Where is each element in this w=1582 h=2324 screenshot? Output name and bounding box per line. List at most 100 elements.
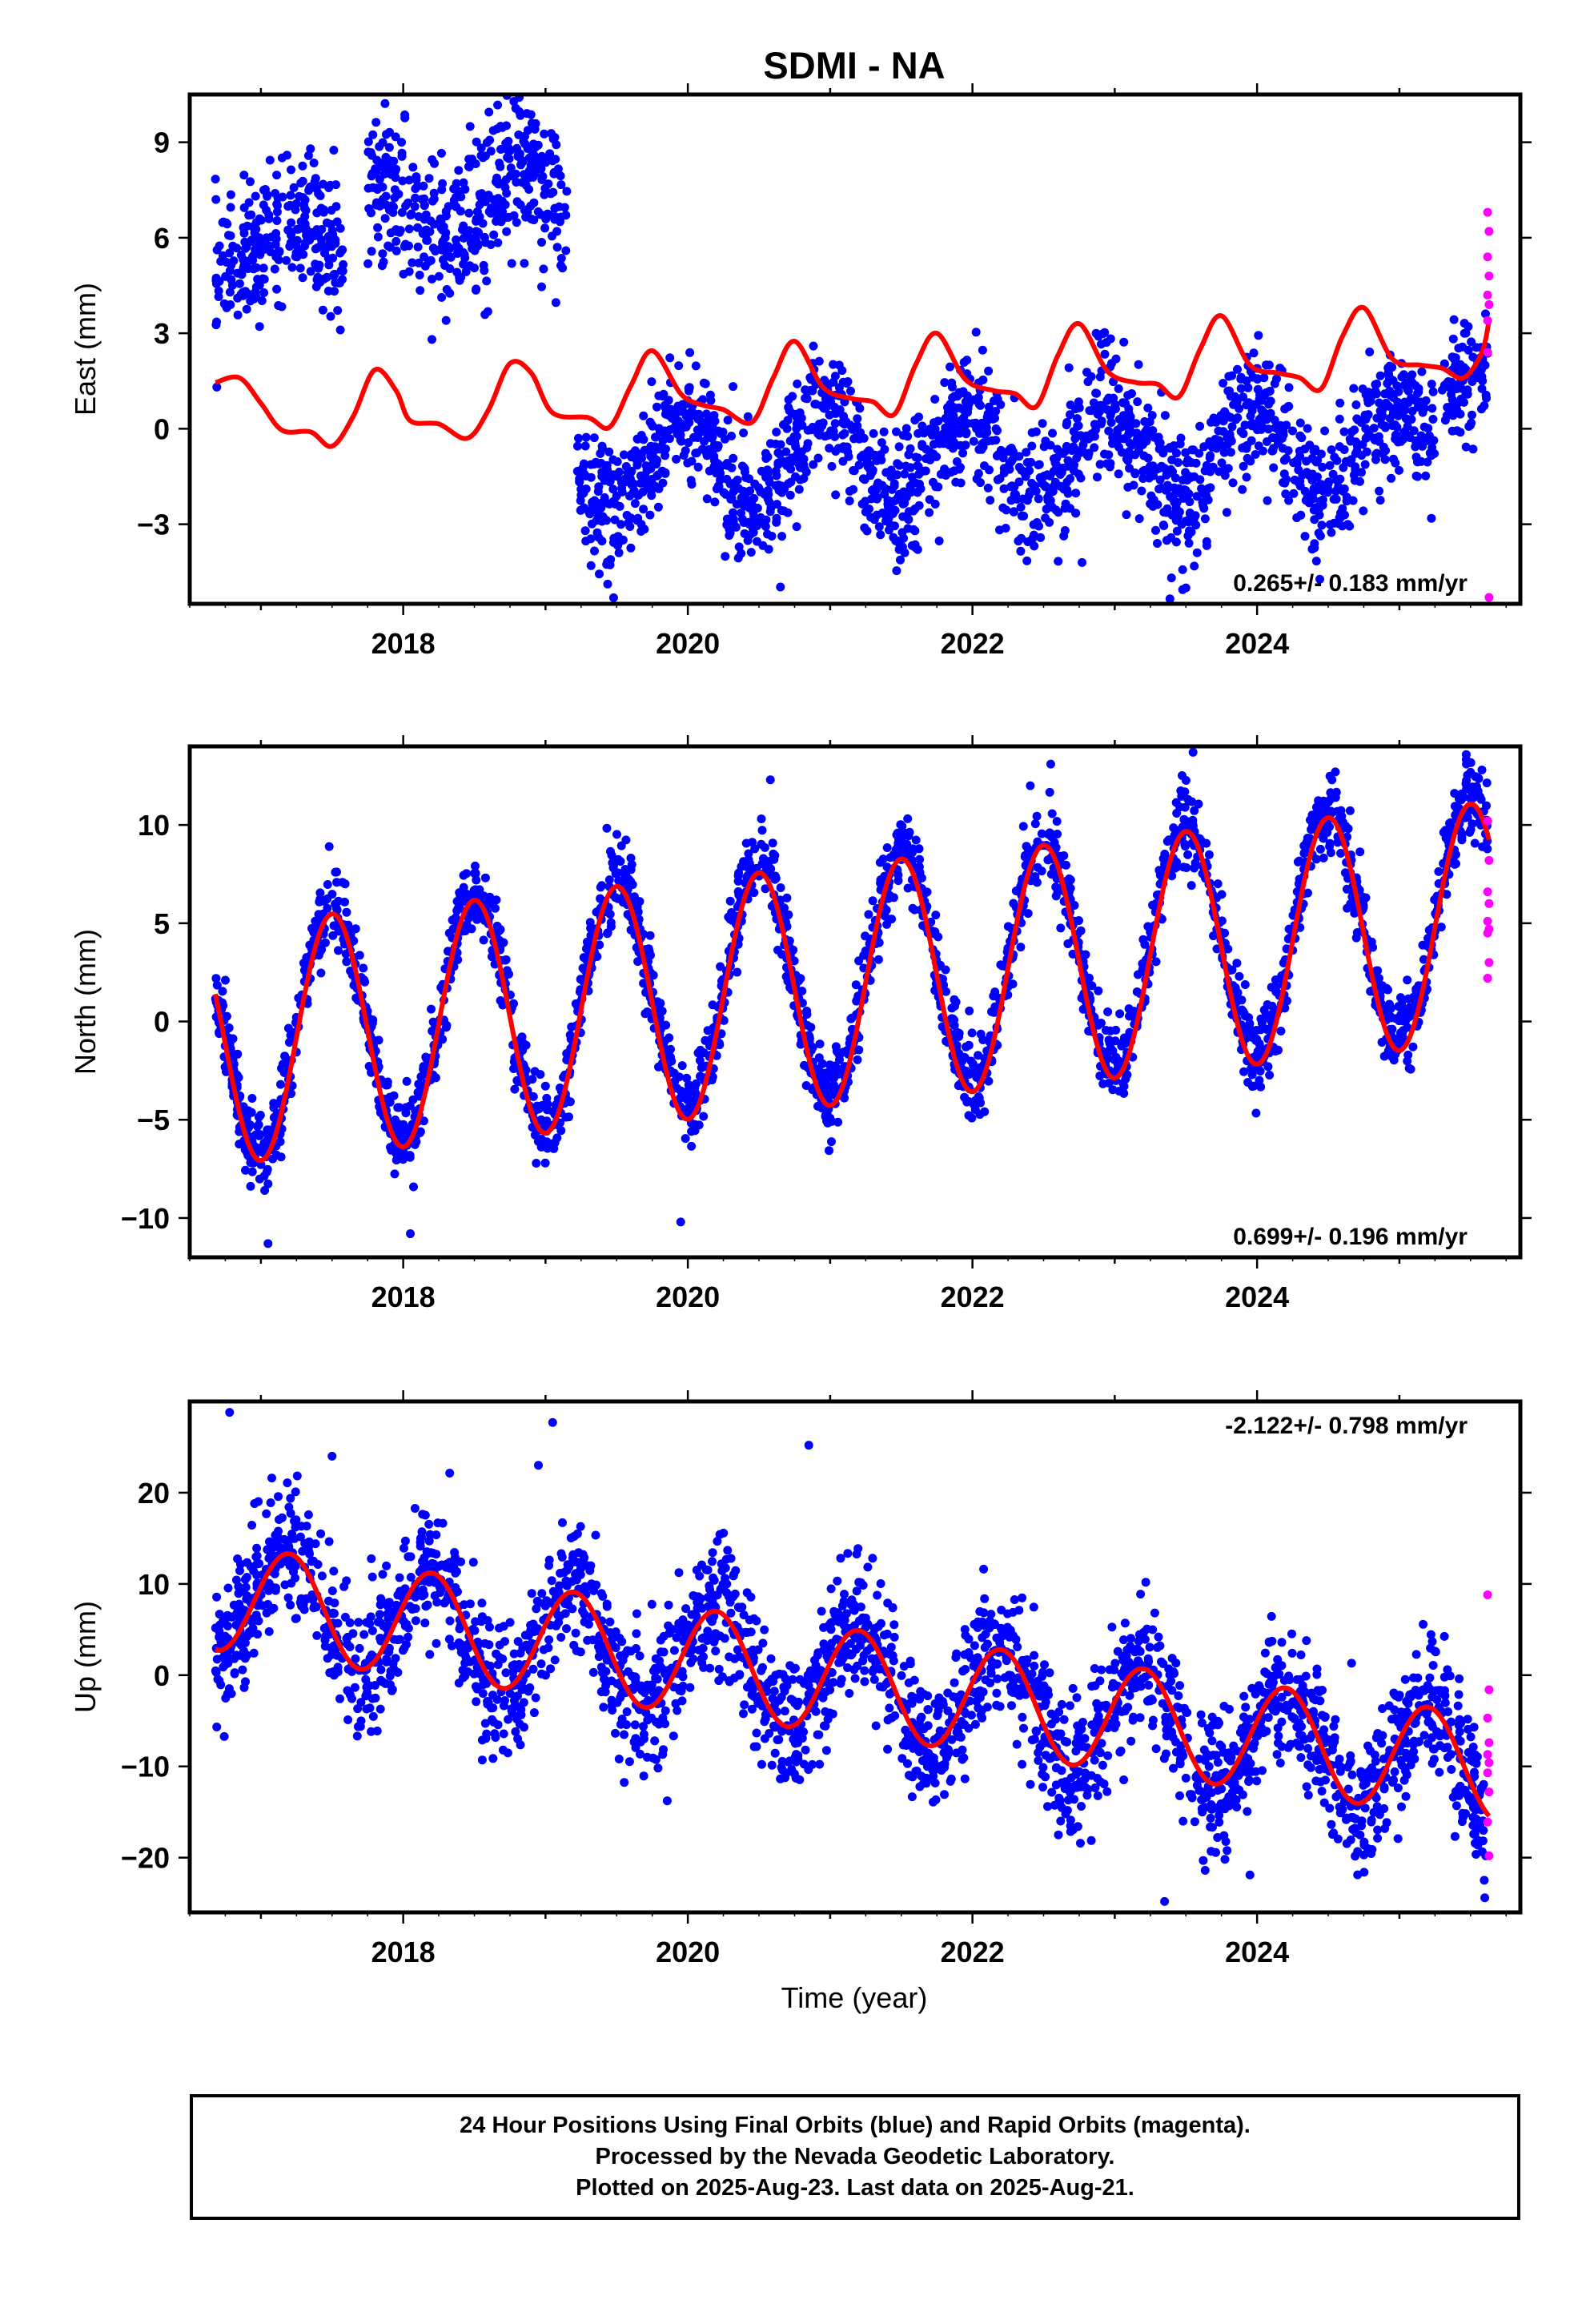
final-orbit-point [222,218,231,227]
final-orbit-point [1281,489,1291,499]
final-orbit-point [419,181,428,191]
final-orbit-point [1387,473,1396,483]
final-orbit-point [292,252,302,262]
final-orbit-point [508,76,516,85]
final-orbit-point [225,1037,235,1047]
final-orbit-point [1151,957,1161,967]
final-orbit-point [374,1035,383,1045]
final-orbit-point [262,206,271,215]
final-orbit-point [550,215,560,224]
final-orbit-point [1060,447,1070,456]
final-orbit-point [1235,971,1244,981]
final-orbit-point [604,875,614,885]
final-orbit-point [681,422,691,432]
final-orbit-point [512,197,522,207]
final-orbit-point [996,400,1006,409]
final-orbit-point [319,896,328,906]
final-orbit-point [482,138,492,147]
final-orbit-point [465,122,475,131]
final-orbit-point [384,168,394,178]
final-orbit-point [872,494,881,504]
final-orbit-point [496,145,505,154]
final-orbit-point [523,207,532,217]
final-orbit-point [1267,983,1276,992]
final-orbit-point [1007,481,1017,491]
final-orbit-point [589,433,599,443]
final-orbit-point [1278,444,1287,453]
final-orbit-point [879,427,889,436]
final-orbit-point [794,460,804,469]
final-orbit-point [258,243,267,252]
final-orbit-point [271,189,280,198]
final-orbit-point [1452,380,1461,390]
final-orbit-point [672,454,681,464]
final-orbit-point [536,153,546,163]
final-orbit-point [456,207,465,216]
final-orbit-point [465,261,475,271]
final-orbit-point [788,392,797,401]
final-orbit-point [748,501,757,511]
final-orbit-point [910,526,920,536]
final-orbit-point [809,460,818,469]
final-orbit-point [1209,931,1218,941]
final-orbit-point [400,110,410,119]
final-orbit-point [705,444,713,454]
final-orbit-point [864,910,873,919]
final-orbit-point [251,191,260,201]
final-orbit-point [394,1120,404,1128]
final-orbit-point [892,566,901,576]
final-orbit-point [656,999,665,1008]
final-orbit-point [686,476,696,485]
final-orbit-point [260,1186,270,1195]
y-axis-label: East (mm) [69,283,102,416]
final-orbit-point [1185,497,1195,507]
final-orbit-point [401,201,411,211]
final-orbit-point [917,421,927,431]
final-orbit-point [1371,387,1380,396]
final-orbit-point [822,1109,832,1119]
final-orbit-point [1195,421,1205,431]
final-orbit-point [441,316,451,325]
final-orbit-point [1457,835,1467,845]
final-orbit-point [484,107,494,117]
final-orbit-point [1349,470,1359,480]
final-orbit-point [1054,508,1063,517]
final-orbit-point [1052,460,1062,470]
final-orbit-point [1048,428,1057,438]
final-orbit-point [757,814,766,823]
final-orbit-point [225,287,235,297]
final-orbit-point [436,148,446,158]
final-orbit-point [654,391,664,400]
final-orbit-point [1393,397,1403,407]
final-orbit-point [833,444,843,453]
final-orbit-point [802,393,812,403]
rapid-orbit-point [1484,227,1494,236]
final-orbit-point [364,1062,374,1071]
final-orbit-point [905,488,915,497]
final-orbit-point [429,188,439,198]
final-orbit-point [315,260,324,270]
final-orbit-point [538,171,548,181]
final-orbit-point [1418,441,1427,451]
final-orbit-point [1225,429,1235,439]
final-orbit-point [991,436,1001,445]
final-orbit-point [951,477,961,487]
final-orbit-point [737,493,746,503]
final-orbit-point [332,904,341,914]
final-orbit-point [665,1033,674,1043]
rapid-orbit-point [1483,290,1492,300]
final-orbit-point [1303,424,1312,433]
final-orbit-point [639,435,648,444]
final-orbit-point [1347,427,1356,436]
final-orbit-point [416,1072,426,1081]
final-orbit-point [404,175,414,185]
final-orbit-point [1335,414,1344,424]
final-orbit-point [1272,374,1281,384]
final-orbit-point [289,183,299,192]
final-orbit-point [1171,503,1181,513]
final-orbit-point [1434,866,1443,876]
final-orbit-point [958,448,968,458]
final-orbit-point [903,814,913,823]
